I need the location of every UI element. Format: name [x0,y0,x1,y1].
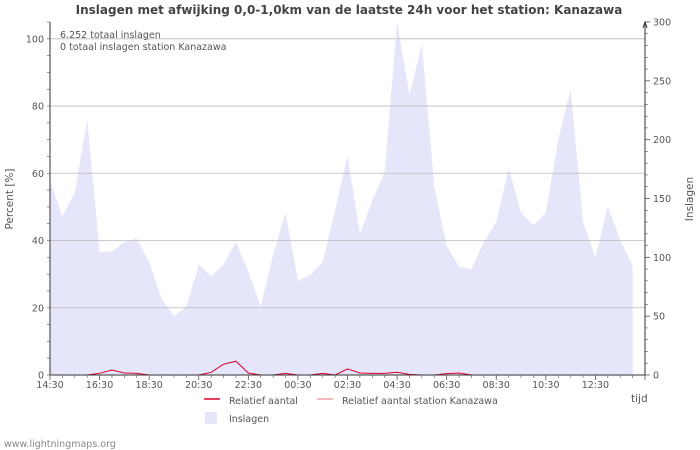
y-tick-right-label: 300 [653,18,671,29]
y-tick-left-label: 100 [26,34,44,45]
y-axis-left-label: Percent [%] [4,168,16,229]
annotation-total: 6.252 totaal inslagen [60,30,161,41]
axis-layer: 0 20 40 60 80 100 0 50 100 150 200 250 300 14:30 16:30… [26,18,671,392]
y-tick-right-label: 50 [653,312,665,323]
legend-relatief-station-label: Relatief aantal station Kanazawa [342,396,498,407]
inslagen-area-layer [50,22,633,375]
annotation-station: 0 totaal inslagen station Kanazawa [60,42,226,53]
y-tick-right-label: 150 [653,194,671,205]
y-tick-right-label: 200 [653,135,671,146]
x-tick-label: 06:30 [433,380,460,391]
y-tick-right-label: 0 [653,371,659,382]
y-tick-left-label: 80 [32,102,44,113]
x-tick-label: 20:30 [185,380,212,391]
y-axis-arrow [642,20,648,29]
x-tick-label: 16:30 [86,380,113,391]
y-tick-left-label: 0 [38,371,44,382]
y-axis-right-label: Inslagen [684,177,696,221]
x-tick-label: 12:30 [582,380,609,391]
x-tick-label: 22:30 [235,380,262,391]
y-tick-right-label: 100 [653,253,671,264]
legend-inslagen-swatch [205,412,217,424]
y-tick-left-label: 20 [32,303,44,314]
x-tick-label: 18:30 [135,380,162,391]
x-tick-label: 02:30 [334,380,361,391]
x-tick-label: 08:30 [483,380,510,391]
chart-title: Inslagen met afwijking 0,0-1,0km van de … [76,3,623,17]
y-tick-left-label: 40 [32,236,44,247]
x-tick-label: 04:30 [383,380,410,391]
legend-inslagen-label: Inslagen [229,414,269,425]
grid-layer [50,38,645,309]
footer-source: www.lightningmaps.org [4,439,116,450]
legend-relatief-label: Relatief aantal [229,396,298,407]
inslagen-area [50,22,633,375]
y-tick-left-label: 60 [32,169,44,180]
y-tick-right-label: 250 [653,76,671,87]
x-tick-label: 10:30 [532,380,559,391]
x-axis-label: tijd [631,393,648,405]
x-tick-label: 14:30 [36,380,63,391]
x-tick-label: 00:30 [284,380,311,391]
